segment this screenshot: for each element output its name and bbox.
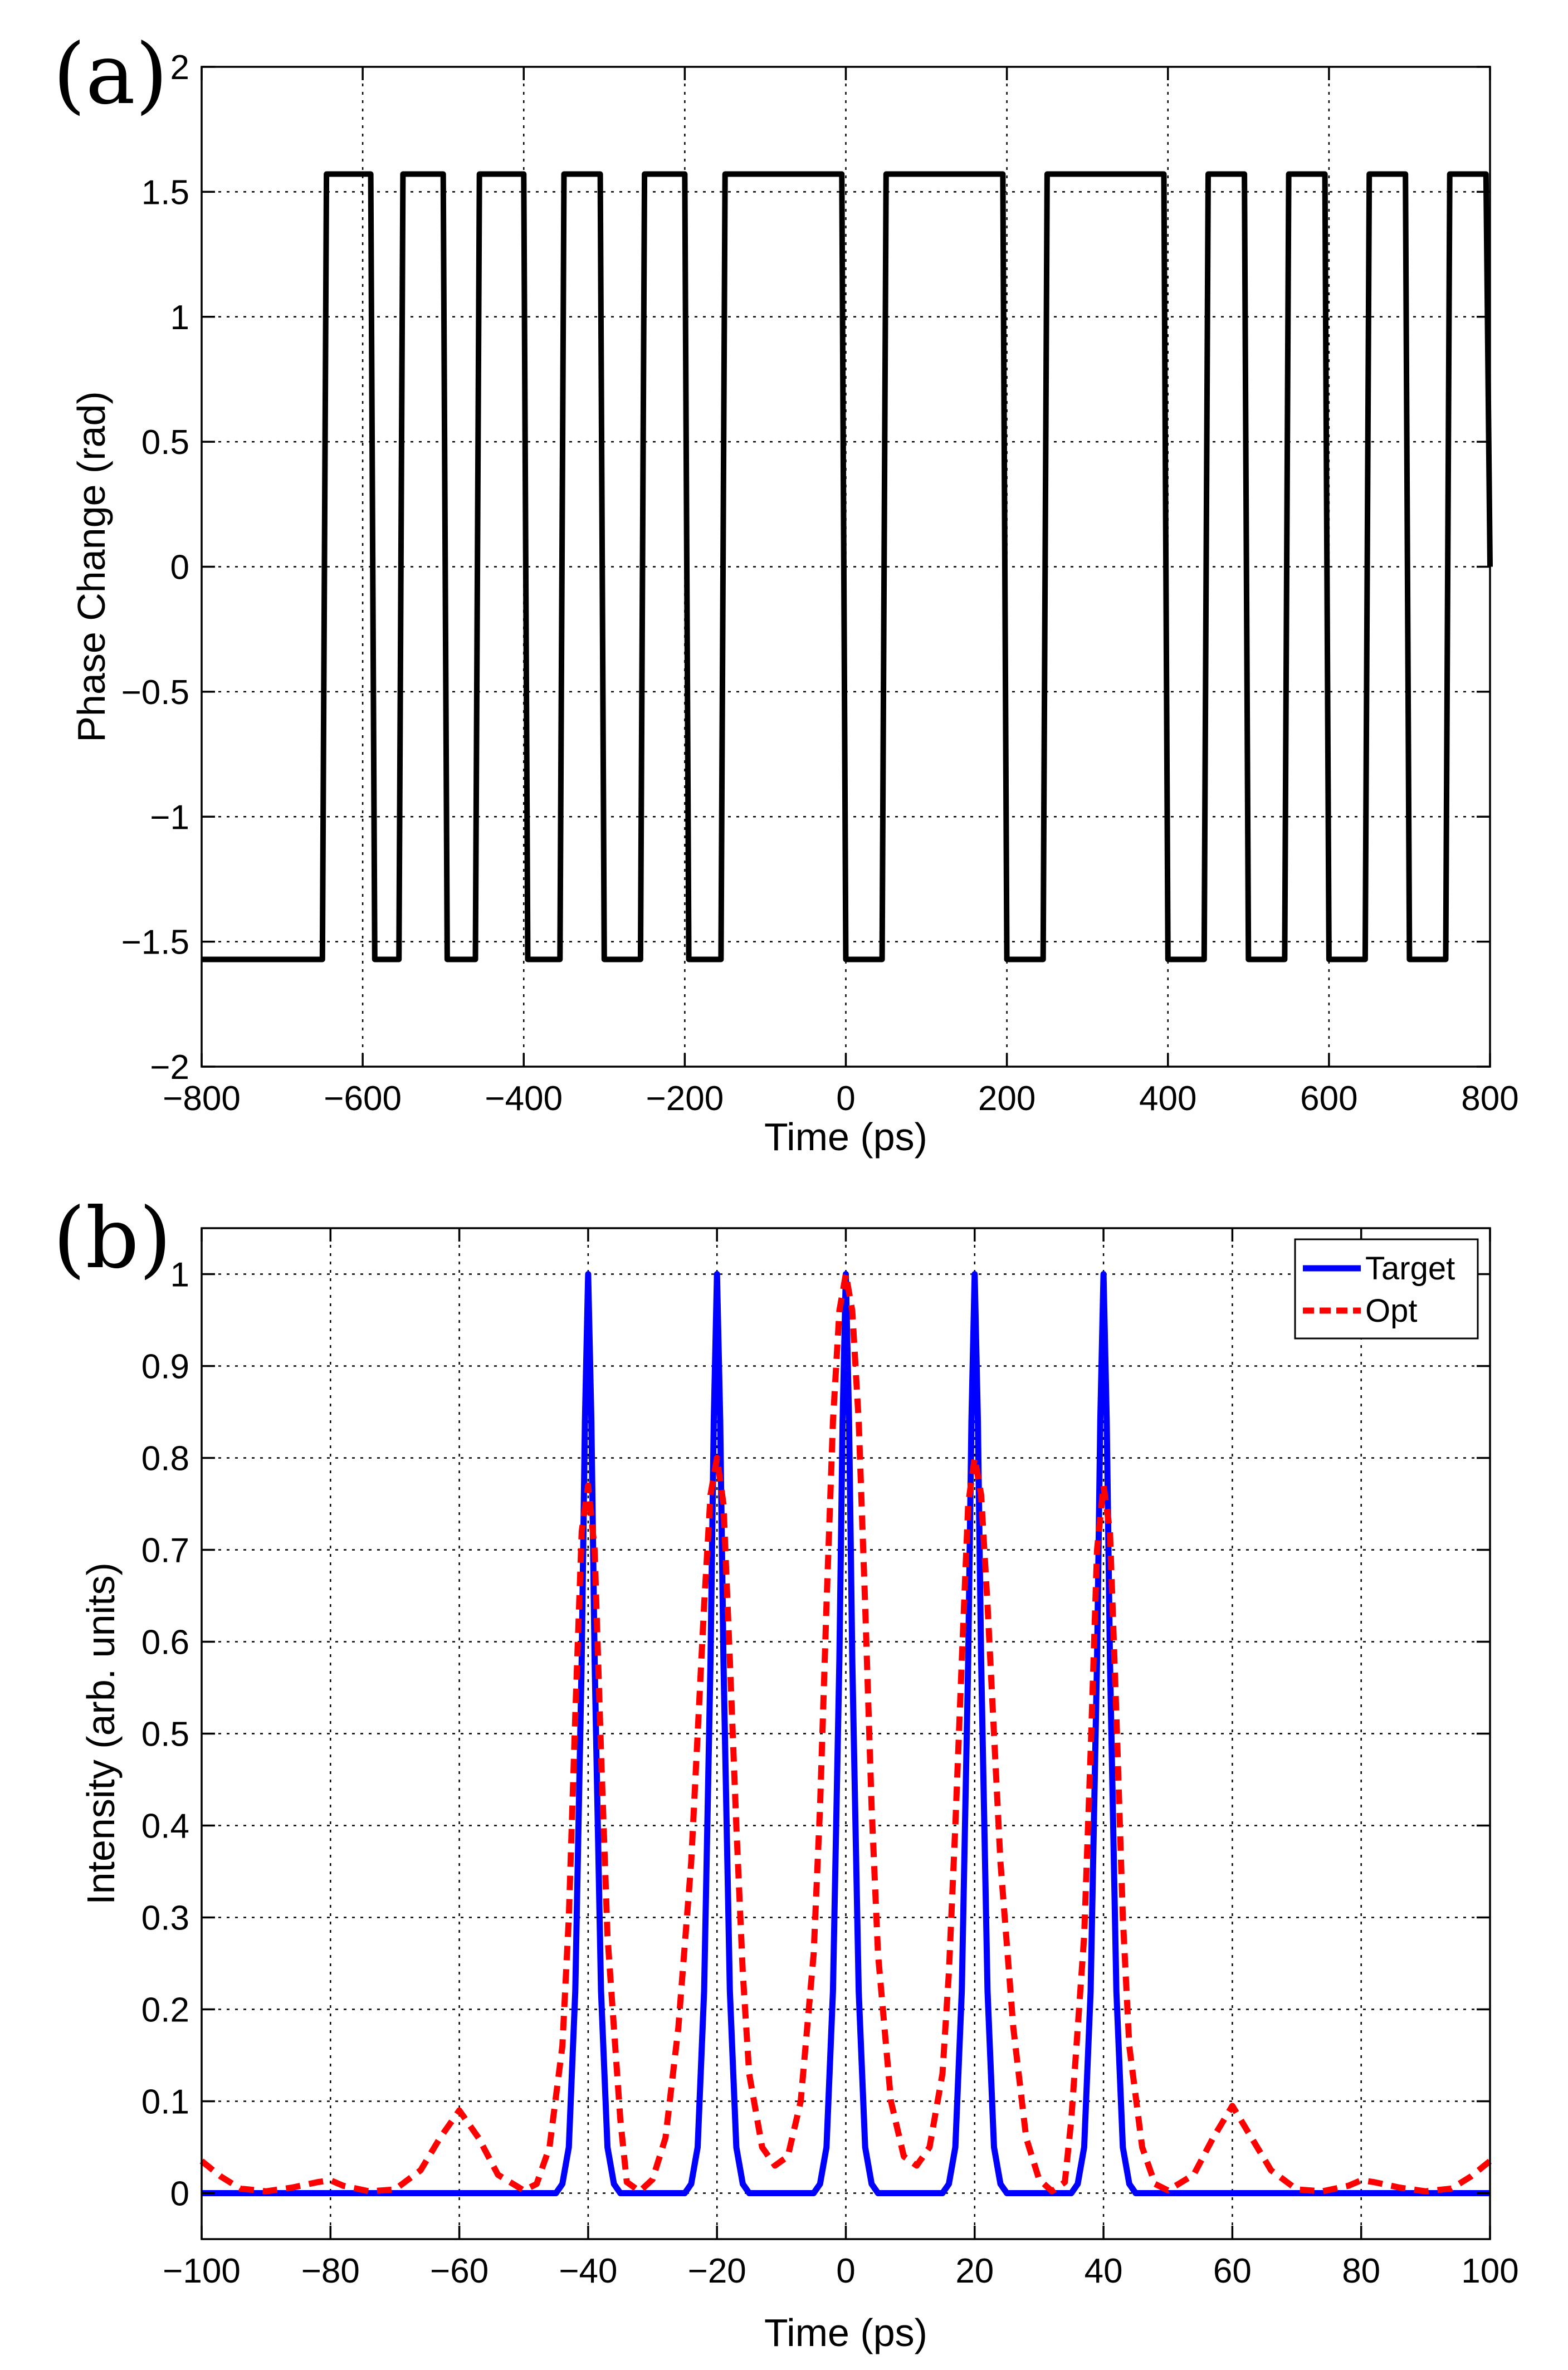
x-tick-label-a-1: −600	[324, 1079, 402, 1118]
panel-a-chart: (a) −800 −600 −400 −200 0 200 400 600 800 2 1.5 1 0.5…	[53, 26, 1519, 1159]
x-tick-label-a-8: 800	[1461, 1079, 1518, 1118]
y-axis-title-a: Phase Change (rad)	[70, 391, 113, 742]
x-tick-label-b-1: −80	[301, 2252, 360, 2290]
x-tick-label-b-0: −100	[163, 2252, 241, 2290]
y-axis-title-b: Intensity (arb. units)	[79, 1562, 123, 1905]
x-axis-title-b: Time (ps)	[764, 2311, 927, 2354]
x-tick-label-a-0: −800	[163, 1079, 241, 1118]
x-tick-label-b-4: −20	[688, 2252, 746, 2290]
y-tick-label-b-0: 1	[170, 1256, 189, 1294]
x-tick-label-a-6: 400	[1139, 1079, 1196, 1118]
panel-b-chart: (b) −100 −80 −60 −40 −20 0 20 40 60 80 100 1 0.9 0.8 0.…	[53, 1190, 1519, 2354]
x-tick-label-b-6: 20	[955, 2252, 994, 2290]
legend-box-b	[1294, 1238, 1479, 1340]
y-tick-label-b-5: 0.5	[141, 1716, 189, 1754]
y-tick-label-a-5: −0.5	[121, 673, 189, 712]
y-tick-label-a-8: −2	[150, 1048, 189, 1087]
x-tick-label-b-2: −60	[430, 2252, 489, 2290]
x-tick-label-b-3: −40	[559, 2252, 617, 2290]
x-axis-title-a: Time (ps)	[764, 1115, 927, 1159]
panel-label-a: (a)	[53, 26, 168, 123]
y-tick-label-b-4: 0.6	[141, 1624, 189, 1662]
y-tick-label-a-4: 0	[170, 549, 189, 587]
legend-label-opt: Opt	[1365, 1293, 1418, 1329]
y-tick-label-a-1: 1.5	[141, 173, 189, 212]
y-tick-label-a-3: 0.5	[141, 423, 189, 462]
y-tick-label-b-9: 0.1	[141, 2083, 189, 2122]
x-tick-label-b-8: 60	[1213, 2252, 1252, 2290]
y-tick-label-a-6: −1	[150, 798, 189, 837]
series-line-phase-a	[202, 171, 1493, 962]
x-tick-label-a-2: −400	[485, 1079, 563, 1118]
x-tick-label-b-9: 80	[1342, 2252, 1380, 2290]
series-line-opt-b	[199, 1271, 1492, 2195]
y-tick-label-b-6: 0.4	[141, 1807, 189, 1846]
x-tick-label-a-5: 200	[978, 1079, 1035, 1118]
y-tick-label-b-7: 0.3	[141, 1899, 189, 1938]
panel-label-b: (b)	[53, 1190, 172, 1287]
y-tick-label-b-2: 0.8	[141, 1440, 189, 1478]
legend-b: Target Opt	[1294, 1238, 1479, 1340]
y-tick-label-a-7: −1.5	[121, 923, 189, 962]
legend-label-target: Target	[1365, 1250, 1455, 1287]
x-tick-label-b-10: 100	[1461, 2252, 1518, 2290]
y-tick-label-b-3: 0.7	[141, 1532, 189, 1570]
y-tick-label-b-8: 0.2	[141, 1991, 189, 2030]
x-tick-label-b-5: 0	[836, 2252, 855, 2290]
y-tick-label-b-10: 0	[170, 2175, 189, 2213]
x-tick-label-a-4: 0	[836, 1079, 855, 1118]
x-tick-label-a-7: 600	[1300, 1079, 1357, 1118]
x-tick-label-b-7: 40	[1085, 2252, 1123, 2290]
x-tick-label-a-3: −200	[646, 1079, 724, 1118]
y-tick-label-a-0: 2	[170, 48, 189, 87]
series-line-target-b	[202, 1271, 1490, 2196]
y-tick-label-b-1: 0.9	[141, 1348, 189, 1386]
y-tick-label-a-2: 1	[170, 299, 189, 337]
